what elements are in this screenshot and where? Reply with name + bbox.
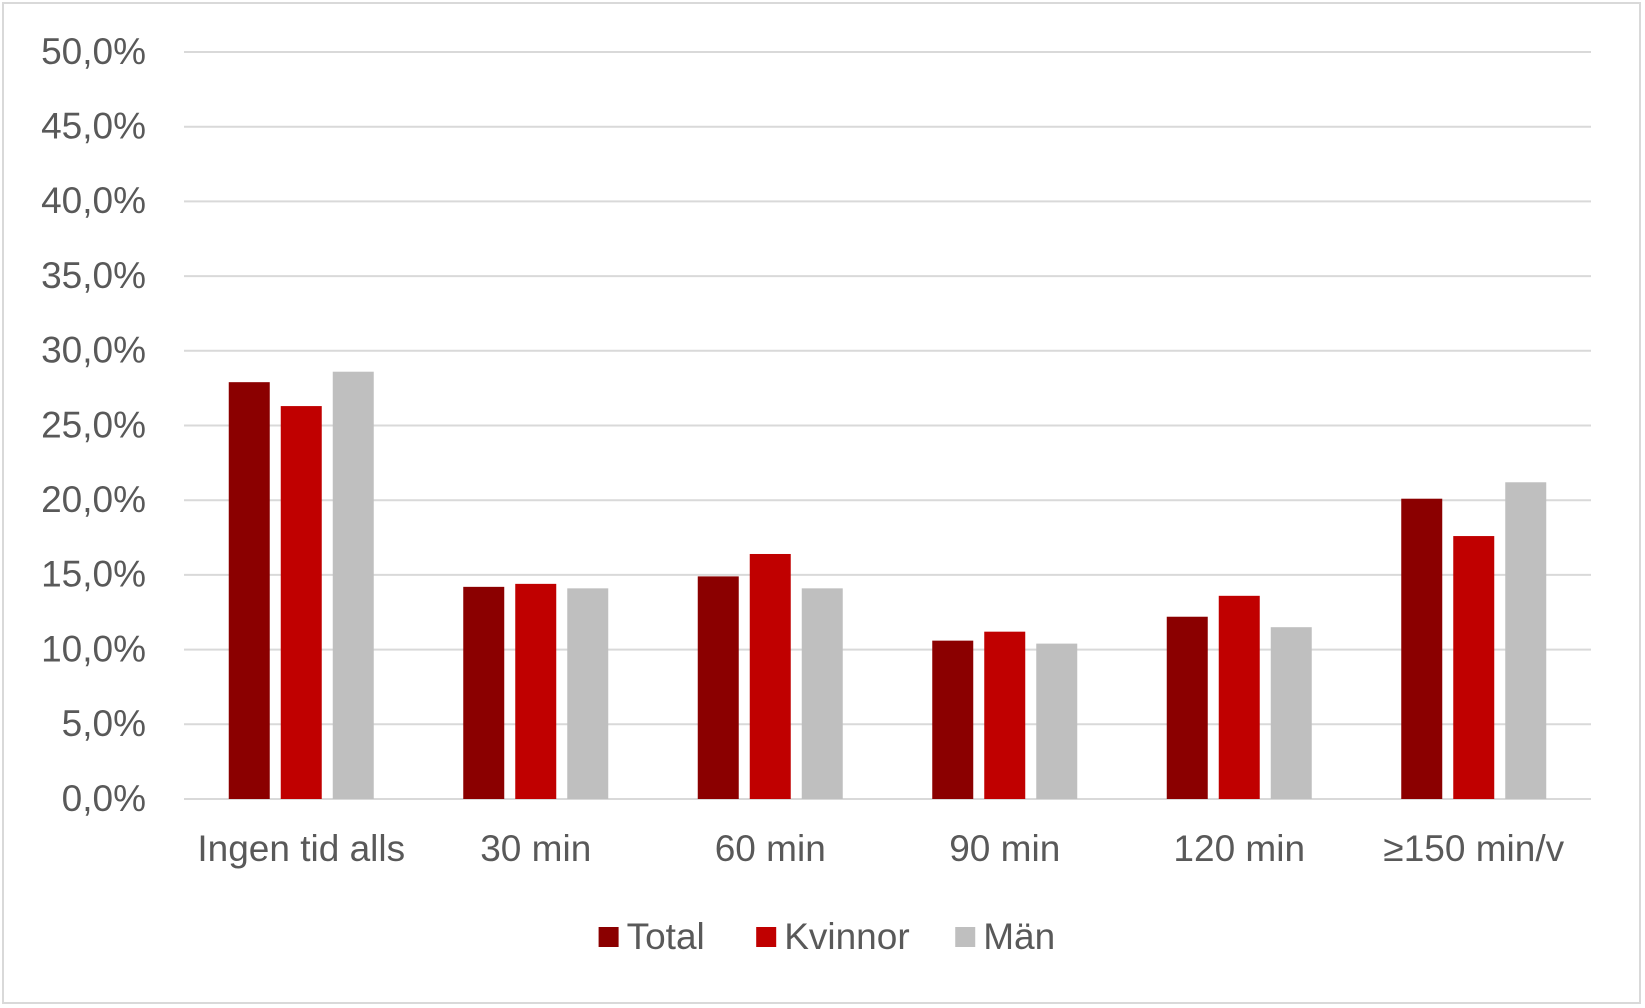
bar-m-n [1270,627,1312,799]
bar-total [697,576,739,799]
bars [228,371,1547,799]
gridlines [184,51,1591,800]
bar-m-n [567,588,609,799]
bar-m-n [801,588,843,799]
bar-total [228,382,270,799]
bar-total [463,586,505,799]
y-tick-label: 50,0% [41,31,146,72]
y-tick-label: 10,0% [41,628,146,669]
x-tick-label: 60 min [715,828,826,869]
bar-m-n [1505,482,1547,799]
bar-kvinnor [280,406,322,799]
bar-total [932,640,974,799]
y-tick-label: 40,0% [41,180,146,221]
bar-kvinnor [749,553,791,799]
y-tick-label: 25,0% [41,404,146,445]
x-tick-label: 90 min [949,828,1060,869]
bar-kvinnor [1218,595,1260,799]
x-tick-label: 120 min [1173,828,1305,869]
bar-m-n [332,371,374,799]
y-axis-ticks: 0,0% 5,0% 10,0% 15,0% 20,0% 25,0% 30,0% 35,0% 40… [41,31,146,819]
legend-label: Kvinnor [784,916,909,957]
y-tick-label: 45,0% [41,105,146,146]
legend-swatch [756,927,777,947]
legend-label: Män [983,916,1055,957]
y-tick-label: 35,0% [41,255,146,296]
y-tick-label: 15,0% [41,554,146,595]
bar-total [1401,498,1443,799]
y-tick-label: 30,0% [41,330,146,371]
x-axis-ticks: Ingen tid alls 30 min 60 min 90 min 120 min ≥… [197,828,1564,869]
bar-kvinnor [515,583,557,799]
x-tick-label: 30 min [480,828,591,869]
legend: Total Kvinnor Män [598,916,1055,957]
legend-swatch [598,927,619,947]
y-tick-label: 20,0% [41,479,146,520]
x-tick-label: ≥150 min/v [1383,828,1564,869]
legend-swatch [955,927,976,947]
bar-kvinnor [1453,536,1495,799]
legend-label: Total [627,916,705,957]
y-tick-label: 0,0% [62,778,146,819]
y-tick-label: 5,0% [62,703,146,744]
x-tick-label: Ingen tid alls [197,828,405,869]
bar-m-n [1036,643,1078,799]
bar-total [1166,616,1208,799]
bar-kvinnor [984,631,1026,799]
